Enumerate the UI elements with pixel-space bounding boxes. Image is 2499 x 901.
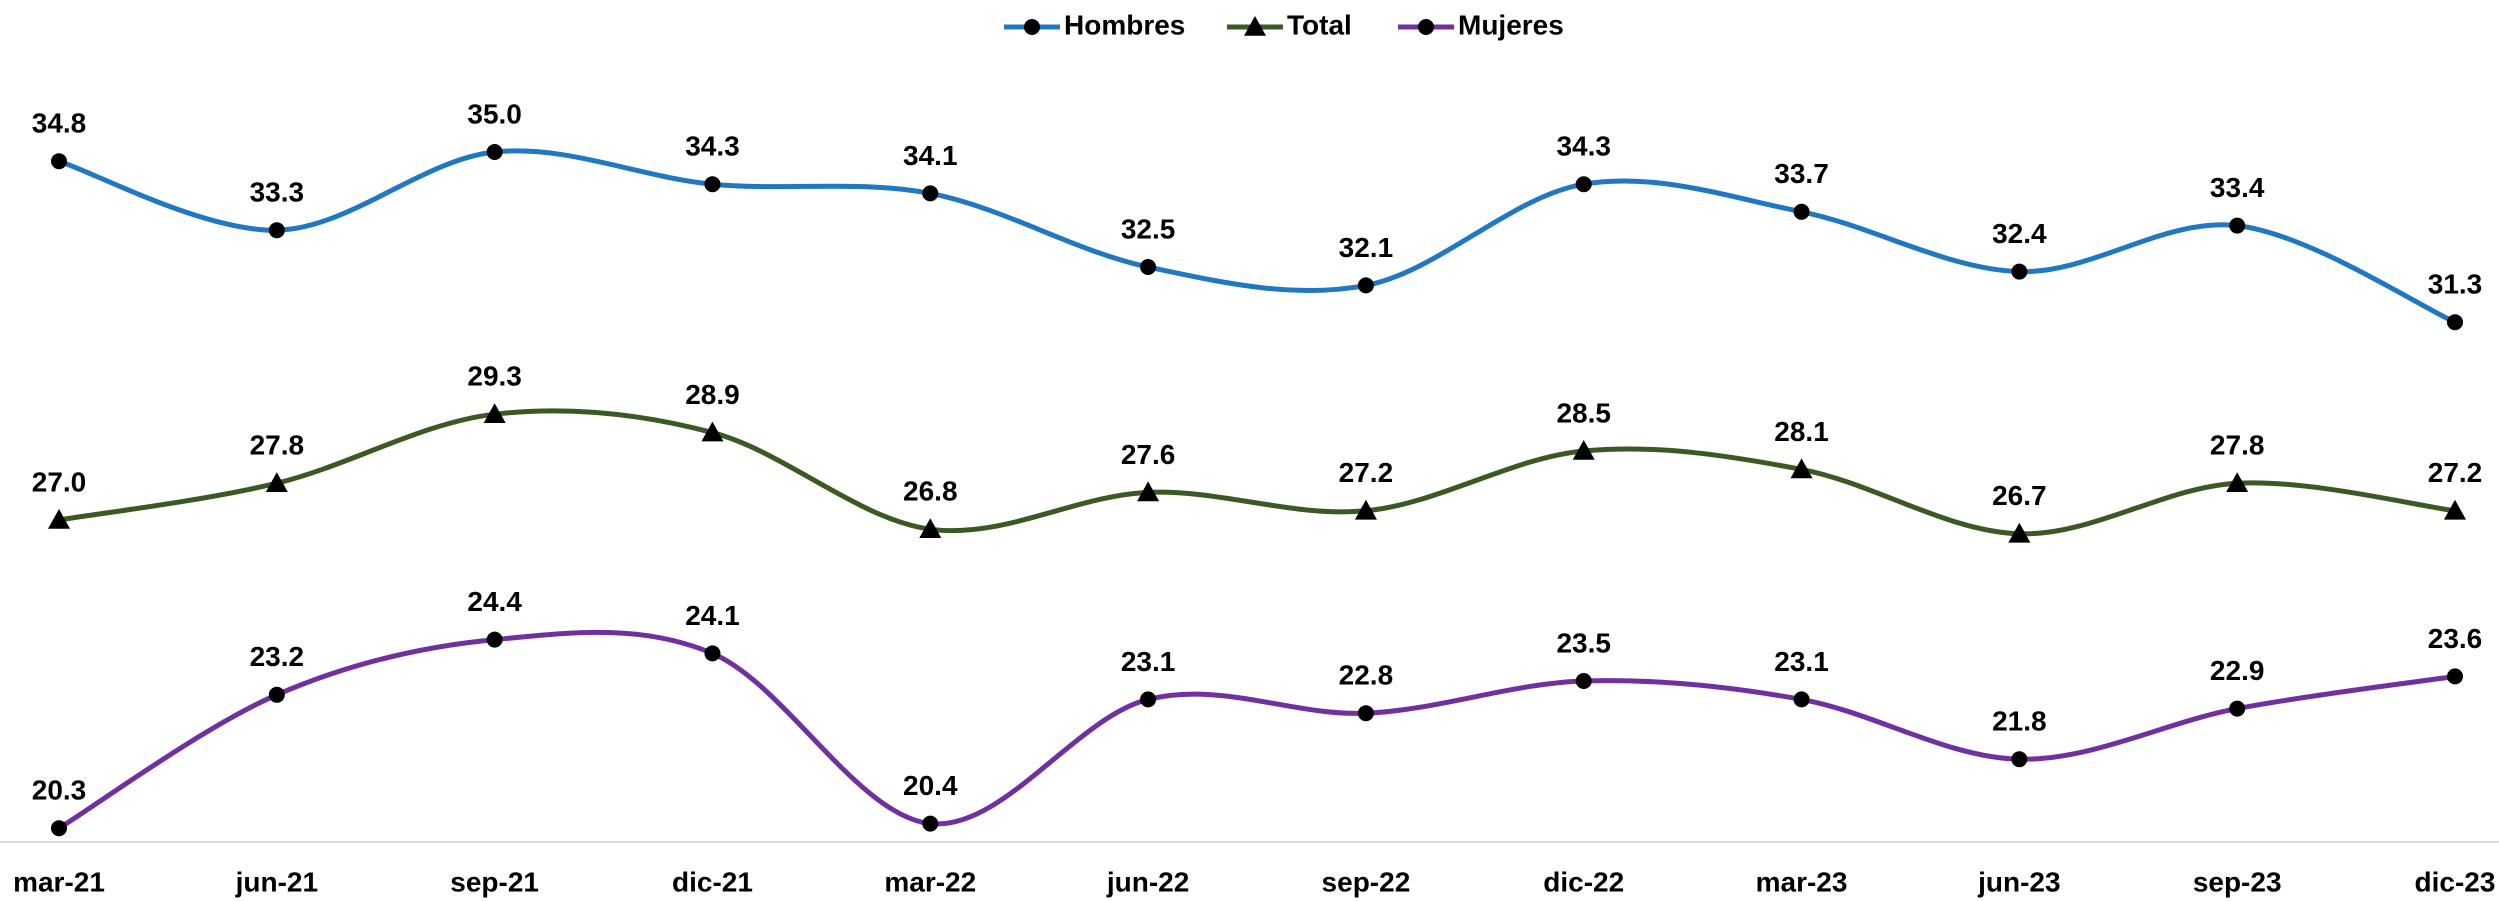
- data-point: [1572, 440, 1595, 460]
- data-label: 34.3: [1556, 131, 1611, 162]
- data-label: 31.3: [2428, 269, 2483, 300]
- data-label: 32.5: [1121, 213, 1176, 244]
- data-point: [922, 185, 939, 202]
- data-point: [1357, 705, 1374, 722]
- data-point: [486, 144, 503, 160]
- data-label: 23.1: [1774, 646, 1829, 677]
- data-label: 21.8: [1992, 706, 2047, 737]
- data-point: [2229, 217, 2246, 234]
- x-tick-label: jun-23: [1977, 866, 2060, 897]
- x-tick-label: jun-21: [235, 866, 318, 897]
- series-line: [58, 408, 2456, 537]
- x-tick-label: jun-22: [1106, 866, 1189, 897]
- data-label: 24.4: [467, 586, 522, 617]
- legend-label: Total: [1287, 9, 1352, 40]
- data-point: [2008, 522, 2031, 543]
- data-label: 26.7: [1992, 480, 2047, 511]
- data-point: [2229, 700, 2246, 717]
- data-label: 23.5: [1556, 627, 1611, 658]
- data-label: 27.8: [2210, 430, 2265, 461]
- data-label: 29.3: [467, 361, 522, 392]
- x-tick-label: mar-23: [1756, 866, 1848, 897]
- data-label: 27.0: [32, 466, 87, 497]
- series-line: [58, 148, 2457, 325]
- x-tick-label: dic-23: [2415, 866, 2496, 897]
- data-point: [51, 153, 67, 170]
- data-label: 28.9: [685, 379, 740, 410]
- legend-label: Hombres: [1064, 9, 1185, 40]
- data-point: [1575, 176, 1592, 193]
- data-label: 23.6: [2428, 623, 2483, 654]
- data-label: 32.1: [1339, 232, 1394, 263]
- x-tick-label: sep-23: [2193, 866, 2282, 897]
- data-point: [2011, 751, 2028, 768]
- x-tick-label: sep-21: [450, 866, 539, 897]
- data-label: 34.1: [903, 140, 958, 171]
- data-point: [2447, 668, 2463, 685]
- legend-marker: [1418, 19, 1434, 35]
- data-label: 34.3: [685, 131, 740, 162]
- data-point: [1793, 691, 1810, 708]
- data-point: [1140, 691, 1157, 708]
- data-point: [1137, 481, 1160, 502]
- data-point: [2226, 472, 2249, 492]
- series-line: [57, 629, 2456, 831]
- data-label: 22.9: [2210, 655, 2265, 686]
- data-point: [1790, 458, 1813, 479]
- data-label: 23.1: [1121, 646, 1176, 677]
- data-point: [1575, 673, 1592, 689]
- data-label: 28.1: [1774, 416, 1829, 447]
- data-point: [48, 509, 70, 529]
- data-label: 20.3: [32, 775, 87, 806]
- data-point: [1140, 259, 1157, 275]
- data-label: 35.0: [467, 98, 522, 129]
- data-label: 33.7: [1774, 158, 1829, 189]
- data-point: [704, 645, 721, 662]
- data-label: 32.4: [1992, 218, 2047, 249]
- data-label: 33.4: [2210, 172, 2265, 203]
- data-point: [483, 403, 506, 423]
- data-label: 23.2: [250, 641, 305, 672]
- x-tick-label: mar-21: [13, 866, 105, 897]
- data-point: [2447, 314, 2463, 331]
- data-point: [919, 518, 942, 538]
- data-point: [268, 222, 285, 239]
- data-point: [1354, 499, 1377, 520]
- data-point: [1357, 277, 1374, 294]
- x-tick-label: dic-22: [1543, 866, 1624, 897]
- data-point: [265, 472, 288, 492]
- data-label: 34.8: [32, 108, 87, 139]
- data-point: [486, 631, 503, 648]
- legend-marker: [1244, 16, 1266, 36]
- data-label: 27.6: [1121, 439, 1176, 470]
- data-label: 27.8: [250, 430, 305, 461]
- data-point: [1793, 203, 1810, 220]
- data-label: 28.5: [1556, 397, 1611, 428]
- legend-label: Mujeres: [1458, 9, 1564, 40]
- data-label: 22.8: [1339, 660, 1394, 691]
- data-point: [2444, 499, 2466, 520]
- data-label: 20.4: [903, 770, 958, 801]
- x-tick-label: sep-22: [1322, 866, 1411, 897]
- x-tick-label: dic-21: [672, 866, 753, 897]
- data-point: [268, 686, 285, 703]
- data-label: 26.8: [903, 476, 958, 507]
- x-tick-label: mar-22: [884, 866, 976, 897]
- data-label: 33.3: [250, 177, 305, 208]
- data-label: 24.1: [685, 600, 740, 631]
- data-point: [701, 421, 724, 442]
- data-label: 27.2: [2428, 457, 2483, 488]
- data-point: [2011, 263, 2028, 280]
- legend-marker: [1024, 19, 1040, 35]
- data-point: [922, 815, 939, 832]
- data-point: [51, 820, 67, 837]
- data-point: [704, 176, 721, 193]
- data-label: 27.2: [1339, 457, 1394, 488]
